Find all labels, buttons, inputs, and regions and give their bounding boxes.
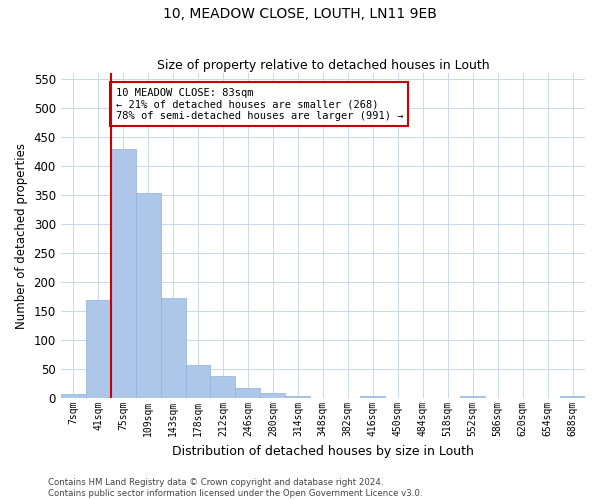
Y-axis label: Number of detached properties: Number of detached properties (15, 142, 28, 328)
Bar (235, 388, 260, 398)
Text: 10 MEADOW CLOSE: 83sqm
← 21% of detached houses are smaller (268)
78% of semi-de: 10 MEADOW CLOSE: 83sqm ← 21% of detached… (116, 88, 403, 121)
Bar (161, 298, 185, 398)
X-axis label: Distribution of detached houses by size in Louth: Distribution of detached houses by size … (172, 444, 474, 458)
Bar (136, 194, 161, 398)
Bar (360, 396, 385, 398)
Bar (86, 300, 110, 398)
Bar (260, 394, 286, 398)
Text: Contains HM Land Registry data © Crown copyright and database right 2024.
Contai: Contains HM Land Registry data © Crown c… (48, 478, 422, 498)
Bar (286, 396, 310, 398)
Bar (560, 396, 585, 398)
Bar (211, 376, 235, 398)
Bar (185, 365, 211, 398)
Text: 10, MEADOW CLOSE, LOUTH, LN11 9EB: 10, MEADOW CLOSE, LOUTH, LN11 9EB (163, 8, 437, 22)
Title: Size of property relative to detached houses in Louth: Size of property relative to detached ho… (157, 59, 489, 72)
Bar (460, 396, 485, 398)
Bar (110, 148, 136, 398)
Bar (61, 394, 86, 398)
